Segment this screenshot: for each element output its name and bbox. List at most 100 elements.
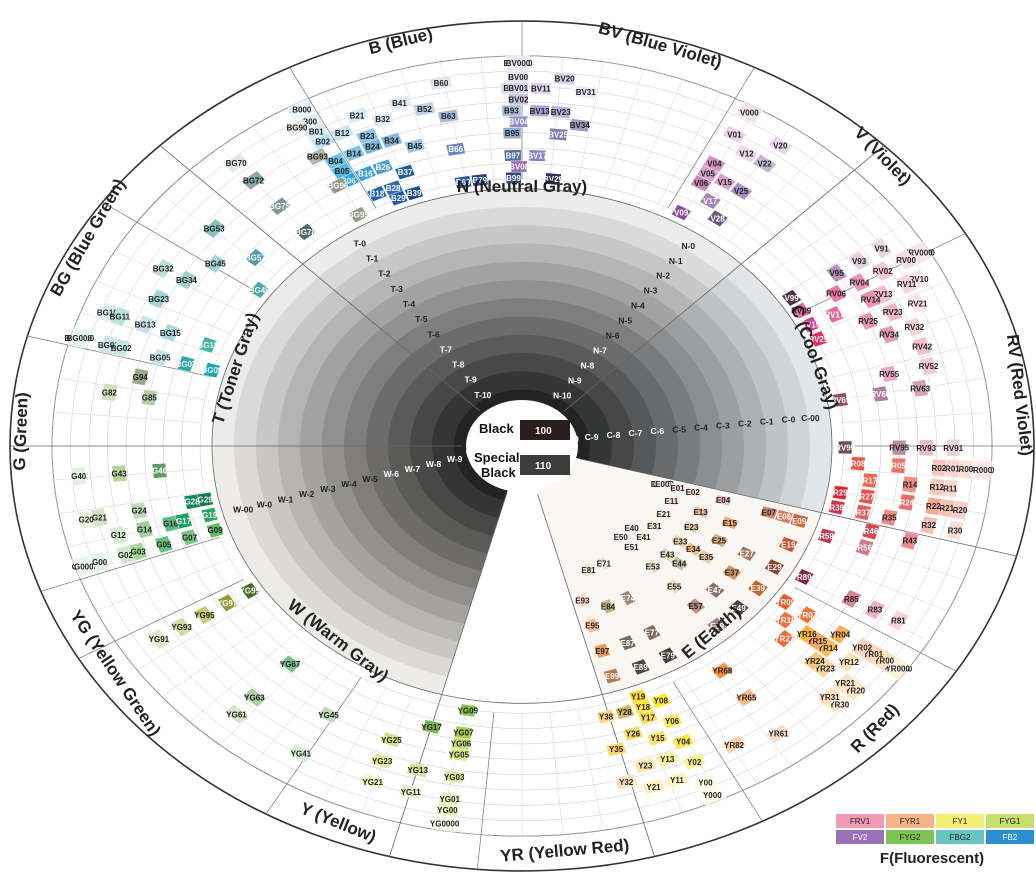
- chip-e13: E13: [691, 505, 710, 519]
- chip-e53: E53: [644, 559, 662, 575]
- chip-r56: R56: [855, 538, 875, 557]
- gray-step-c-8: C-8: [607, 430, 621, 440]
- chip-bg75: BG75: [267, 196, 291, 216]
- svg-text:BV01: BV01: [508, 84, 529, 93]
- chip-b02: B02: [310, 132, 335, 151]
- gray-step-n-8: N-8: [581, 361, 595, 371]
- chip-bg90: BG90: [284, 118, 310, 138]
- svg-text:Y15: Y15: [650, 734, 665, 743]
- chip-e15: E15: [720, 516, 740, 530]
- svg-text:RV66: RV66: [870, 390, 890, 399]
- svg-text:R29: R29: [833, 489, 848, 498]
- chip-e89: E89: [631, 658, 651, 676]
- svg-text:BG90: BG90: [286, 124, 307, 133]
- svg-text:R59: R59: [819, 532, 834, 541]
- chip-b39: B39: [404, 185, 424, 201]
- chip-bg70: BG70: [223, 153, 249, 174]
- chip-yr16: YR16: [795, 624, 818, 644]
- svg-text:B60: B60: [434, 79, 449, 88]
- svg-text:BV11: BV11: [531, 84, 551, 93]
- svg-text:R85: R85: [844, 595, 859, 604]
- gray-step-t-3: T-3: [391, 284, 404, 294]
- chip-bv11: BV11: [530, 82, 552, 95]
- svg-text:B02: B02: [315, 137, 330, 146]
- svg-text:BG96: BG96: [327, 182, 348, 191]
- special-black-label-1: Special: [474, 450, 520, 465]
- chip-e39: E39: [747, 579, 769, 597]
- svg-text:RV00: RV00: [896, 256, 916, 265]
- chip-b37: B37: [394, 164, 416, 180]
- chip-g14: G14: [135, 520, 154, 539]
- svg-text:RV91: RV91: [943, 444, 963, 453]
- chip-bv08: BV08: [509, 160, 530, 173]
- svg-text:V000: V000: [740, 109, 759, 118]
- svg-text:E81: E81: [581, 566, 596, 575]
- chip-e41: E41: [635, 530, 653, 544]
- svg-text:BG93: BG93: [307, 153, 328, 162]
- svg-text:BG000: BG000: [67, 334, 93, 343]
- chip-rv91: RV91: [943, 439, 964, 457]
- chip-bg78: BG78: [294, 223, 316, 241]
- svg-text:G24: G24: [132, 507, 148, 516]
- chip-rv09: RV09: [791, 302, 812, 320]
- chip-bg96: BG96: [326, 176, 349, 195]
- svg-text:BV000: BV000: [506, 59, 531, 68]
- svg-text:YG11: YG11: [401, 788, 422, 797]
- svg-text:BV13: BV13: [530, 107, 551, 116]
- chip-yg93: YG93: [170, 617, 193, 638]
- svg-text:YG99: YG99: [240, 587, 261, 596]
- chip-b29: B29: [388, 190, 409, 206]
- chip-r05: R05: [890, 457, 906, 474]
- svg-text:Y23: Y23: [638, 762, 653, 771]
- gray-step-w-4: W-4: [341, 479, 357, 489]
- chip-e50: E50: [612, 530, 629, 544]
- svg-text:RV32: RV32: [904, 323, 924, 332]
- svg-text:BG34: BG34: [176, 276, 197, 285]
- gray-step-n-5: N-5: [618, 316, 632, 326]
- svg-text:E59: E59: [710, 622, 725, 631]
- svg-text:RV93: RV93: [916, 444, 936, 453]
- svg-text:B14: B14: [346, 149, 361, 158]
- svg-text:E11: E11: [665, 497, 679, 506]
- chip-bv00: BV00: [507, 71, 529, 83]
- chip-rv19: RV19: [800, 316, 821, 333]
- chip-y19: Y19: [628, 688, 649, 705]
- chip-rv42: RV42: [912, 336, 933, 356]
- svg-text:E25: E25: [712, 536, 727, 545]
- svg-text:B97: B97: [505, 151, 520, 160]
- fluorescent-chip-fyg1: FYG1: [986, 814, 1034, 828]
- svg-text:E37: E37: [725, 569, 740, 578]
- chip-g43: G43: [111, 465, 127, 483]
- chip-r81: R81: [887, 610, 910, 632]
- svg-text:B93: B93: [504, 107, 519, 116]
- chip-rv04: RV04: [848, 272, 871, 292]
- svg-text:R89: R89: [797, 573, 812, 582]
- svg-text:B000: B000: [292, 105, 312, 114]
- svg-text:B26: B26: [375, 163, 390, 172]
- chip-r01: R01: [944, 459, 960, 478]
- chip-e84: E84: [600, 598, 617, 615]
- chip-rv32: RV32: [904, 316, 925, 337]
- svg-text:V95: V95: [829, 269, 844, 278]
- svg-text:E33: E33: [673, 537, 688, 546]
- chip-bv01: BV01: [507, 82, 529, 95]
- section-label-n: N (Neutral Gray): [457, 177, 587, 196]
- chip-rv69: RV69: [830, 392, 851, 408]
- fluorescent-chip-fb2: FB2: [986, 830, 1034, 844]
- svg-text:Y11: Y11: [670, 776, 684, 785]
- chip-rv66: RV66: [870, 385, 891, 403]
- chip-b95: B95: [502, 127, 522, 140]
- chip-v09: V09: [671, 204, 692, 221]
- chip-b66: B66: [445, 142, 466, 157]
- svg-text:YR20: YR20: [845, 687, 866, 696]
- svg-text:R43: R43: [902, 537, 917, 546]
- chip-yr82: YR82: [721, 735, 747, 754]
- chip-bv25: BV25: [548, 127, 569, 141]
- chip-e09: E09: [789, 513, 809, 529]
- svg-text:BV29: BV29: [543, 175, 564, 184]
- chip-y00: Y00: [692, 773, 719, 792]
- chip-b69: B69: [453, 175, 472, 190]
- gray-step-w-2: W-2: [299, 489, 315, 499]
- svg-text:BG53: BG53: [204, 225, 225, 234]
